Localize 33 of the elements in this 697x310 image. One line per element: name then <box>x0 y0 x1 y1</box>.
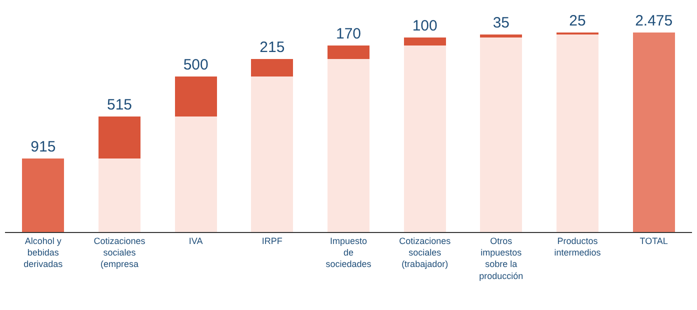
bar <box>98 116 140 158</box>
x-tick-label: Productos intermedios <box>554 236 602 258</box>
bar <box>404 45 446 232</box>
x-tick-label: TOTAL <box>640 236 668 246</box>
data-label: 215 <box>260 39 285 56</box>
bar <box>174 76 217 117</box>
x-tick-label: Otros impuestos sobre la producción <box>479 236 524 281</box>
x-tick-label: IVA <box>188 236 203 246</box>
bar <box>556 34 598 232</box>
x-tick-label: IRPF <box>262 236 283 246</box>
data-label: 500 <box>183 56 208 74</box>
bar <box>251 59 294 76</box>
x-tick-label: Cotizaciones sociales (empresa <box>94 236 146 270</box>
bar <box>480 37 522 232</box>
bar <box>251 76 294 232</box>
x-tick-label: Impuesto de sociedades <box>326 236 372 270</box>
data-label: 25 <box>569 12 586 30</box>
bar <box>328 59 370 232</box>
bar <box>480 34 522 38</box>
x-tick-label: Alcohol y bebidas derivadas <box>24 236 64 270</box>
bar <box>174 116 217 232</box>
data-label: 35 <box>492 14 510 32</box>
bar <box>328 45 370 60</box>
data-label: 915 <box>30 138 56 156</box>
bar <box>22 158 64 232</box>
bar <box>404 37 446 46</box>
data-label: 100 <box>412 17 438 34</box>
x-tick-label: Cotizaciones sociales (trabajador) <box>399 236 452 270</box>
bar <box>98 158 140 232</box>
bar <box>632 32 675 232</box>
data-label: 170 <box>336 25 362 42</box>
data-label: 515 <box>106 96 132 114</box>
data-label: 2.475 <box>635 12 673 30</box>
